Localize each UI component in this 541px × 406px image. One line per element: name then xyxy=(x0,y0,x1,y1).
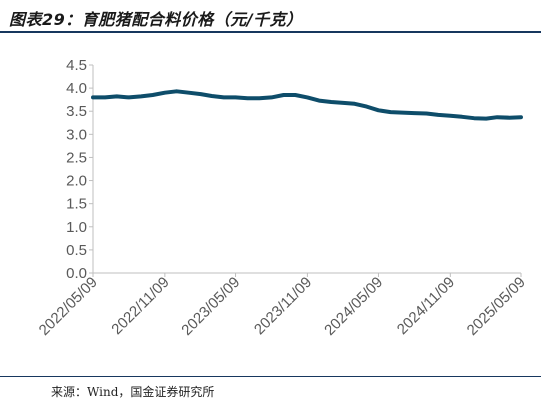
x-tick-label: 2022/05/09 xyxy=(36,274,101,339)
footer-rule xyxy=(0,376,541,377)
x-tick-label: 2024/11/09 xyxy=(394,274,458,338)
title-bar: 图表29：育肥猪配合料价格（元/千克） xyxy=(0,0,541,33)
chart-title: 图表29：育肥猪配合料价格（元/千克） xyxy=(9,10,303,29)
y-tick-label: 1.0 xyxy=(66,219,87,236)
x-axis-ticks: 2022/05/09 2022/11/09 2023/05/09 2023/11/09… xyxy=(36,273,529,339)
title-rule xyxy=(0,31,541,33)
x-tick-label: 2024/05/09 xyxy=(321,274,386,339)
y-tick-label: 0.0 xyxy=(66,265,87,282)
x-tick-label: 2022/11/09 xyxy=(108,274,172,338)
x-tick-label: 2025/05/09 xyxy=(464,274,529,339)
y-tick-label: 3.5 xyxy=(66,103,87,120)
y-tick-label: 1.5 xyxy=(66,196,87,213)
y-tick-label: 4.0 xyxy=(66,80,87,97)
series-line xyxy=(91,89,523,121)
source-note: 来源：Wind，国金证券研究所 xyxy=(51,385,215,399)
y-tick-label: 2.5 xyxy=(66,149,87,166)
y-axis-ticks: 0.0 0.5 1.0 1.5 2.0 2.5 3.0 3.5 4.0 4.5 xyxy=(66,57,93,282)
chart-canvas: 0.0 0.5 1.0 1.5 2.0 2.5 3.0 3.5 4.0 4.5 2022/05/0… xyxy=(36,57,529,339)
x-tick-label: 2023/05/09 xyxy=(178,274,243,339)
y-tick-label: 3.0 xyxy=(66,126,87,143)
y-tick-label: 0.5 xyxy=(66,242,87,259)
y-tick-label: 2.0 xyxy=(66,173,87,190)
x-tick-label: 2023/11/09 xyxy=(251,274,315,338)
y-tick-label: 4.5 xyxy=(66,57,87,74)
